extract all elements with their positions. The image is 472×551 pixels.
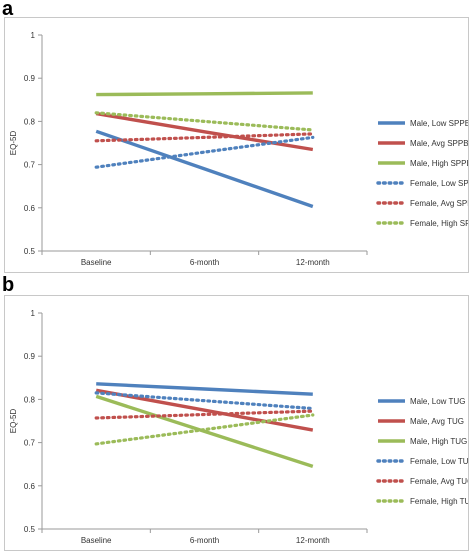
legend-label: Male, High SPPB	[410, 159, 468, 168]
series-line	[94, 135, 315, 169]
y-tick-label: 0.9	[24, 352, 36, 361]
series-line	[94, 132, 315, 143]
y-tick-label: 0.7	[24, 161, 36, 170]
legend-label: Female, Avg SPPB	[410, 199, 468, 208]
series-line	[95, 111, 314, 152]
x-tick-label: Baseline	[81, 536, 112, 545]
chart-a-svg: 0.5 0.6 0.7 0.8 0.9 1 Baseline 6-month 12-month E…	[9, 31, 468, 267]
legend-label: Female, High TUG	[410, 497, 468, 506]
y-tick-label: 0.8	[24, 117, 36, 126]
x-tick-label: 12-month	[296, 258, 330, 267]
y-axis-title: EQ-5D	[9, 131, 18, 156]
y-tick-label: 1	[31, 31, 36, 40]
y-tick-label: 0.8	[24, 395, 36, 404]
y-tick-label: 0.5	[24, 525, 36, 534]
series-line	[95, 388, 314, 432]
y-tick-label: 0.9	[24, 74, 36, 83]
y-tick-label: 0.6	[24, 482, 36, 491]
legend-label: Male, Avg TUG	[410, 417, 464, 426]
series-line	[95, 394, 314, 469]
x-tick-label: 12-month	[296, 536, 330, 545]
legend-label: Male, Low SPPB	[410, 119, 468, 128]
legend-label: Male, High TUG	[410, 437, 467, 446]
legend-label: Female, Avg TUG	[410, 477, 468, 486]
x-tick-label: 6-month	[190, 258, 219, 267]
x-tick-label: Baseline	[81, 258, 112, 267]
y-tick-label: 0.6	[24, 204, 36, 213]
panel-label-a: a	[2, 0, 14, 20]
series-line	[94, 391, 315, 411]
chart-panel-a: 0.5 0.6 0.7 0.8 0.9 1 Baseline 6-month 12-month E…	[4, 17, 469, 273]
y-tick-label: 0.5	[24, 247, 36, 256]
legend-label: Female, Low TUG	[410, 457, 468, 466]
legend-label: Female, High SPPB	[410, 219, 468, 228]
y-axis-title: EQ-5D	[9, 409, 18, 434]
legend-label: Male, Avg SPPB	[410, 139, 468, 148]
series-line	[96, 382, 313, 396]
series-line	[94, 111, 315, 132]
legend-label: Female, Low SPPB	[410, 179, 468, 188]
series-line	[96, 91, 313, 97]
series-line	[95, 129, 314, 209]
y-tick-label: 1	[31, 309, 36, 318]
x-tick-label: 6-month	[190, 536, 219, 545]
chart-b-svg: 0.5 0.6 0.7 0.8 0.9 1 Baseline 6-month 12-month E…	[9, 309, 468, 545]
y-tick-label: 0.7	[24, 439, 36, 448]
legend-label: Male, Low TUG	[410, 397, 465, 406]
chart-panel-b: 0.5 0.6 0.7 0.8 0.9 1 Baseline 6-month 12-month E…	[4, 295, 469, 551]
series-line	[94, 413, 315, 446]
panel-label-b: b	[2, 274, 15, 296]
series-line	[94, 409, 315, 420]
